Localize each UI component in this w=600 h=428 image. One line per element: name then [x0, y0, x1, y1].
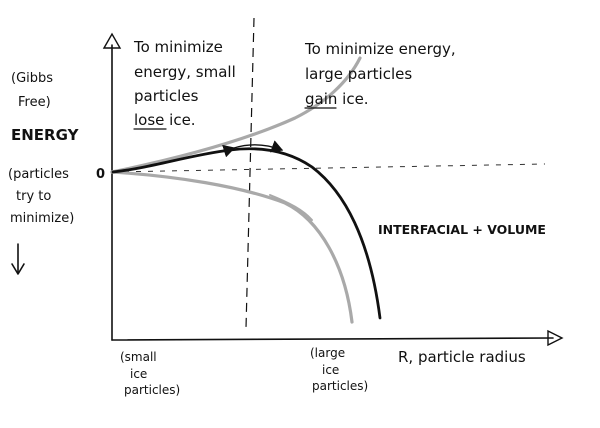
critical-point-double-arrow: [222, 140, 284, 158]
x-axis: [111, 337, 554, 341]
origin-zero-label: 0: [96, 167, 105, 182]
right-annotation-line-1: To minimize energy,: [304, 40, 456, 58]
interfacial-plus-volume-label: INTERFACIAL + VOLUME: [378, 222, 546, 237]
large-label-line-2: ice: [322, 363, 339, 377]
left-annotation-line-1: To minimize: [133, 38, 223, 56]
left-annotation-line-4: lose ice.: [134, 111, 196, 129]
volume-energy-curve-shading: [269, 194, 313, 221]
small-label-line-2: ice: [130, 367, 147, 381]
zero-energy-dashed-line: [111, 163, 546, 173]
right-region-annotation: To minimize energy, large particles gain…: [304, 40, 456, 108]
y-label-line-2: Free): [18, 95, 51, 110]
small-particles-label: (small ice particles): [120, 350, 180, 397]
energy-down-arrowhead: [11, 263, 25, 275]
left-annotation-line-3: particles: [134, 87, 199, 105]
y-axis-arrowhead: [102, 32, 122, 49]
critical-radius-dashed-line: [245, 17, 255, 329]
y-label-line-3: ENERGY: [11, 126, 80, 144]
x-axis-arrowhead: [547, 329, 564, 347]
y-label-line-5: try to: [16, 189, 51, 204]
y-axis-label: (Gibbs Free) ENERGY (particles try to mi…: [8, 71, 80, 226]
surface-energy-curve: [110, 56, 362, 174]
y-label-line-6: minimize): [10, 211, 74, 226]
right-annotation-line-3: gain ice.: [305, 90, 369, 108]
small-label-line-3: particles): [124, 383, 180, 397]
volume-energy-curve: [110, 170, 354, 324]
small-label-line-1: (small: [120, 350, 157, 364]
left-region-annotation: To minimize energy, small particles lose…: [133, 38, 236, 129]
large-label-line-3: particles): [312, 379, 368, 393]
y-label-line-1: (Gibbs: [11, 71, 53, 86]
interfacial-plus-volume-curve: [111, 147, 382, 320]
large-particles-label: (large ice particles): [310, 346, 368, 393]
large-label-line-1: (large: [310, 346, 345, 360]
x-axis-label: R, particle radius: [398, 348, 526, 366]
right-annotation-line-2: large particles: [305, 65, 412, 83]
y-label-line-4: (particles: [8, 167, 69, 182]
left-annotation-line-2: energy, small: [134, 63, 236, 81]
